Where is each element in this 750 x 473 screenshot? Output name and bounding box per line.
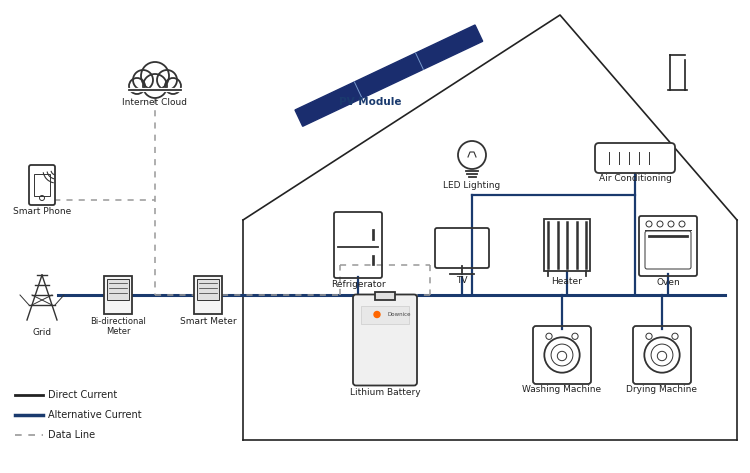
Text: Refrigerator: Refrigerator — [331, 280, 386, 289]
FancyBboxPatch shape — [104, 276, 132, 314]
Text: Internet Cloud: Internet Cloud — [122, 98, 188, 107]
FancyBboxPatch shape — [375, 291, 395, 299]
Text: PV Module: PV Module — [339, 97, 401, 107]
Text: Oven: Oven — [656, 278, 680, 287]
Text: Data Line: Data Line — [48, 430, 95, 440]
FancyBboxPatch shape — [595, 143, 675, 173]
Text: Bi-directional
Meter: Bi-directional Meter — [90, 317, 146, 336]
Circle shape — [374, 312, 380, 317]
FancyBboxPatch shape — [29, 165, 55, 205]
Text: Air Conditioning: Air Conditioning — [598, 174, 671, 183]
Text: TV: TV — [456, 276, 468, 285]
Text: Lithium Battery: Lithium Battery — [350, 388, 420, 397]
Circle shape — [143, 74, 167, 98]
FancyBboxPatch shape — [107, 279, 129, 300]
Text: Downice: Downice — [387, 312, 410, 317]
Circle shape — [157, 70, 177, 90]
Circle shape — [141, 62, 169, 90]
FancyBboxPatch shape — [353, 295, 417, 385]
Text: Washing Machine: Washing Machine — [523, 385, 602, 394]
Text: Heater: Heater — [551, 277, 583, 286]
Polygon shape — [295, 25, 483, 126]
FancyBboxPatch shape — [197, 279, 219, 300]
FancyBboxPatch shape — [361, 306, 409, 324]
Text: Drying Machine: Drying Machine — [626, 385, 698, 394]
FancyBboxPatch shape — [194, 276, 222, 314]
Circle shape — [133, 70, 153, 90]
Text: Smart Meter: Smart Meter — [180, 317, 236, 326]
Circle shape — [129, 78, 145, 94]
Text: Alternative Current: Alternative Current — [48, 410, 142, 420]
Text: Grid: Grid — [32, 328, 52, 337]
Text: Direct Current: Direct Current — [48, 390, 117, 400]
Text: Smart Phone: Smart Phone — [13, 207, 71, 216]
Text: LED Lighting: LED Lighting — [443, 181, 501, 190]
Circle shape — [165, 78, 181, 94]
